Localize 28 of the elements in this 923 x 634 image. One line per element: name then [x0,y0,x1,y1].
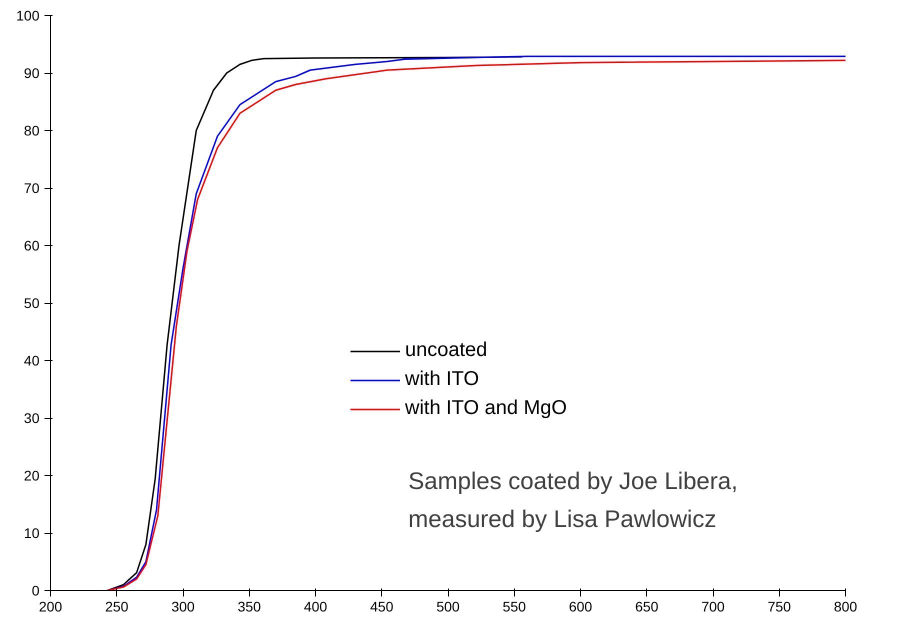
y-tick-label: 30 [24,410,40,426]
y-tick-label: 80 [24,122,40,138]
x-tick-label: 450 [370,598,394,614]
x-tick-label: 700 [701,598,725,614]
x-tick-label: 800 [834,598,858,614]
x-tick-label: 650 [635,598,659,614]
legend-label: with ITO [405,368,480,391]
legend-label: uncoated [405,339,488,362]
y-tick-label: 70 [24,180,40,196]
x-tick-label: 300 [171,598,195,614]
x-tick-label: 500 [436,598,460,614]
y-tick-label: 100 [16,8,40,24]
x-tick-label: 600 [568,598,592,614]
annotation: Samples coated by Joe Libera, measured by Lisa Pawlowicz [408,468,738,533]
y-tick-label: 90 [24,65,40,81]
x-tick-label: 200 [38,598,62,614]
x-tick-label: 350 [238,598,262,614]
x-tick-label: 750 [768,598,792,614]
y-tick-label: 50 [24,295,40,311]
y-tick-label: 40 [24,352,40,368]
legend-label: with ITO and MgO [405,397,567,420]
x-tick-label: 400 [304,598,328,614]
y-tick-label: 0 [32,582,40,598]
y-tick-label: 20 [24,468,40,484]
y-tick-label: 60 [24,238,40,254]
x-tick-label: 550 [502,598,526,614]
x-tick-label: 250 [105,598,129,614]
y-tick-label: 10 [24,525,40,541]
